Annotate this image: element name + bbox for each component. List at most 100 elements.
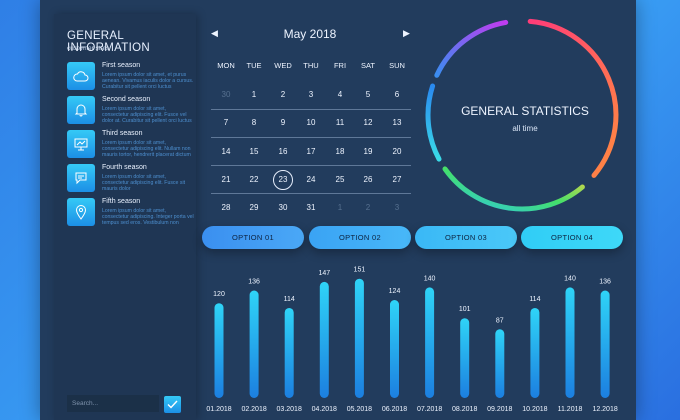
calendar-day[interactable]: 8 (251, 118, 257, 127)
season-item-third[interactable]: Third season Lorem ipsum dolor sit amet,… (67, 130, 192, 160)
bar-value-label: 140 (564, 275, 576, 282)
presentation-icon (67, 130, 95, 158)
weekday-header: THU (303, 61, 319, 70)
calendar-day[interactable]: 2 (280, 90, 286, 99)
season-desc: Lorem ipsum dolor sit amet, et purus aen… (102, 72, 194, 90)
calendar-day[interactable]: 9 (280, 118, 286, 127)
chart-bar (354, 278, 364, 398)
calendar-day[interactable]: 12 (363, 118, 373, 127)
calendar-day[interactable]: 3 (308, 90, 314, 99)
x-tick-label: 08.2018 (452, 406, 477, 413)
calendar-day[interactable]: 2 (365, 203, 371, 212)
calendar-day[interactable]: 30 (278, 203, 288, 212)
calendar-day[interactable]: 7 (223, 118, 229, 127)
bar-value-label: 151 (354, 267, 366, 274)
weekday-header: FRI (333, 61, 347, 70)
chart-bar (319, 281, 329, 398)
calendar-day[interactable]: 22 (249, 175, 259, 184)
bar-value-label: 136 (599, 279, 611, 286)
calendar-day[interactable]: 10 (306, 118, 316, 127)
x-tick-label: 07.2018 (417, 406, 442, 413)
chart-bar (214, 303, 224, 398)
calendar-day[interactable]: 19 (363, 147, 373, 156)
calendar-day[interactable]: 17 (306, 147, 316, 156)
calendar-day[interactable]: 20 (392, 147, 402, 156)
weekday-header: SUN (389, 61, 405, 70)
next-month-arrow-icon[interactable]: ▶ (403, 28, 410, 38)
weekday-header: WED (274, 61, 292, 70)
calendar-day[interactable]: 5 (365, 90, 371, 99)
chart-bar (495, 329, 505, 398)
calendar-day[interactable]: 11 (335, 118, 345, 127)
calendar-day[interactable]: 1 (251, 90, 257, 99)
chart-bar (460, 318, 470, 398)
option-02-button[interactable]: OPTION 02 (309, 226, 411, 249)
x-tick-label: 11.2018 (558, 406, 583, 413)
calendar-day[interactable]: 26 (363, 175, 373, 184)
cloud-icon (67, 62, 95, 90)
season-item-second[interactable]: Second season Lorem ipsum dolor sit amet… (67, 96, 192, 126)
x-tick-label: 12.2018 (592, 406, 617, 413)
option-04-button[interactable]: OPTION 04 (521, 226, 623, 249)
season-item-fourth[interactable]: Fourth season Lorem ipsum dolor sit amet… (67, 164, 192, 194)
ring-segment-purple (434, 19, 509, 78)
calendar-day[interactable]: 28 (221, 203, 231, 212)
season-item-first[interactable]: First season Lorem ipsum dolor sit amet,… (67, 62, 194, 92)
season-desc: Lorem ipsum dolor sit amet, consectetur … (102, 106, 192, 124)
bar-value-label: 147 (318, 270, 330, 277)
chart-bar (249, 290, 259, 398)
chart-bar (530, 307, 540, 398)
season-desc: Lorem ipsum dolor sit amet, consectetur … (102, 208, 194, 226)
calendar-day[interactable]: 6 (394, 90, 400, 99)
bell-icon (67, 96, 95, 124)
calendar-day[interactable]: 18 (335, 147, 345, 156)
x-tick-label: 10.2018 (522, 406, 547, 413)
calendar-day[interactable]: 14 (221, 147, 231, 156)
statistics-subtitle: all time (512, 124, 538, 133)
x-tick-label: 09.2018 (487, 406, 512, 413)
calendar-day[interactable]: 21 (221, 175, 231, 184)
calendar-day[interactable]: 30 (221, 90, 231, 99)
location-pin-icon (67, 198, 95, 226)
calendar-day[interactable]: 4 (337, 90, 343, 99)
sidebar: GENERAL INFORMATION customer stats First… (54, 14, 196, 420)
chart-bar (600, 290, 610, 398)
calendar-day[interactable]: 3 (394, 203, 400, 212)
calendar-day[interactable]: 29 (249, 203, 259, 212)
bar-value-label: 101 (459, 306, 471, 313)
statistics-title: GENERAL STATISTICS (461, 104, 589, 118)
calendar-day[interactable]: 24 (306, 175, 316, 184)
x-tick-label: 01.2018 (206, 406, 231, 413)
search-input[interactable] (67, 395, 159, 412)
sidebar-title: GENERAL INFORMATION (67, 30, 150, 54)
option-03-button[interactable]: OPTION 03 (415, 226, 517, 249)
prev-month-arrow-icon[interactable]: ◀ (211, 28, 218, 38)
x-tick-label: 04.2018 (312, 406, 337, 413)
bar-value-label: 114 (529, 296, 540, 303)
bar-value-label: 114 (284, 296, 295, 303)
option-01-button[interactable]: OPTION 01 (202, 226, 304, 249)
season-item-fifth[interactable]: Fifth season Lorem ipsum dolor sit amet,… (67, 198, 194, 228)
calendar-divider (211, 109, 411, 110)
calendar-day[interactable]: 13 (392, 118, 402, 127)
season-desc: Lorem ipsum dolor sit amet, consectetur … (102, 140, 191, 158)
season-title: Second season (102, 96, 151, 103)
calendar-day[interactable]: 1 (337, 203, 343, 212)
calendar-day[interactable]: 16 (278, 147, 288, 156)
calendar-day[interactable]: 31 (306, 203, 316, 212)
calendar-day[interactable]: 25 (335, 175, 345, 184)
search-submit-button[interactable] (164, 396, 181, 413)
x-tick-label: 06.2018 (382, 406, 407, 413)
ring-segment-red (527, 18, 619, 178)
calendar-divider (211, 137, 411, 138)
bar-value-label: 136 (248, 279, 260, 286)
calendar-month-title: May 2018 (283, 27, 337, 41)
calendar-day[interactable]: 27 (392, 175, 402, 184)
chart-bar (390, 300, 399, 398)
calendar-day[interactable]: 15 (249, 147, 259, 156)
chart-bar (565, 287, 575, 398)
x-tick-label: 05.2018 (347, 406, 372, 413)
season-title: Fourth season (102, 164, 147, 171)
season-title: First season (102, 62, 141, 69)
x-tick-label: 03.2018 (277, 406, 302, 413)
